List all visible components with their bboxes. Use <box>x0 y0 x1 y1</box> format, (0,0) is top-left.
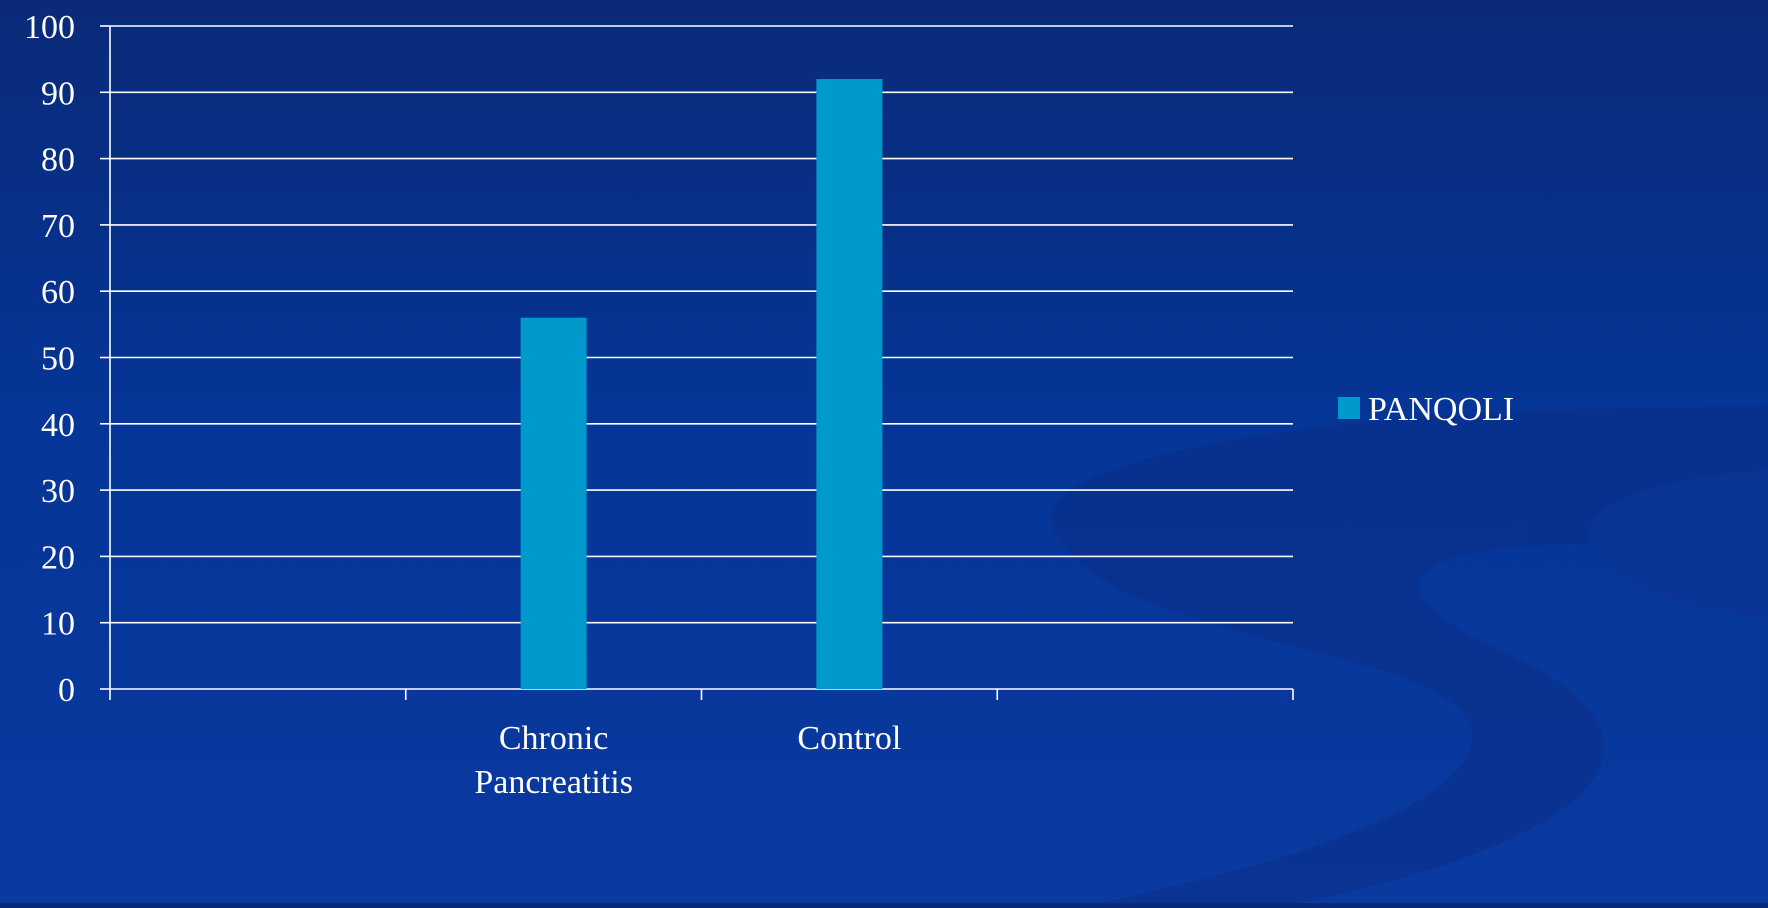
legend-swatch <box>1338 397 1360 419</box>
y-tick-label-90: 90 <box>41 75 75 112</box>
y-tick-label-30: 30 <box>41 473 75 510</box>
y-tick-label-10: 10 <box>41 606 75 643</box>
y-tick-label-0: 0 <box>58 672 75 709</box>
y-tick-label-80: 80 <box>41 142 75 179</box>
y-tick-labels: 0 10 20 30 40 50 60 70 80 90 100 <box>24 9 75 709</box>
swoosh-outer <box>1051 405 1768 903</box>
x-tick-label-2: Chronic Pancreatitis <box>474 720 633 801</box>
y-tick-label-100: 100 <box>24 9 75 46</box>
legend-label: PANQOLI <box>1368 391 1514 428</box>
axes <box>109 26 1294 700</box>
bars <box>520 79 883 690</box>
x-tick-label-line: Pancreatitis <box>474 764 633 801</box>
swoosh-right <box>1587 470 1768 620</box>
grid-lines <box>100 25 1293 690</box>
bar-3 <box>816 79 883 690</box>
x-tick-label-line: Chronic <box>499 720 609 757</box>
bar-2 <box>520 317 587 689</box>
x-tick-label-3: Control <box>797 720 901 757</box>
background-swoosh <box>1051 405 1768 903</box>
y-tick-label-50: 50 <box>41 341 75 378</box>
y-tick-label-70: 70 <box>41 208 75 245</box>
legend: PANQOLI <box>1338 391 1514 428</box>
y-tick-label-20: 20 <box>41 539 75 576</box>
y-tick-label-60: 60 <box>41 274 75 311</box>
x-tick-labels: Chronic Pancreatitis Control <box>474 720 901 801</box>
x-tick-label-line: Control <box>797 720 901 757</box>
y-tick-label-40: 40 <box>41 407 75 444</box>
